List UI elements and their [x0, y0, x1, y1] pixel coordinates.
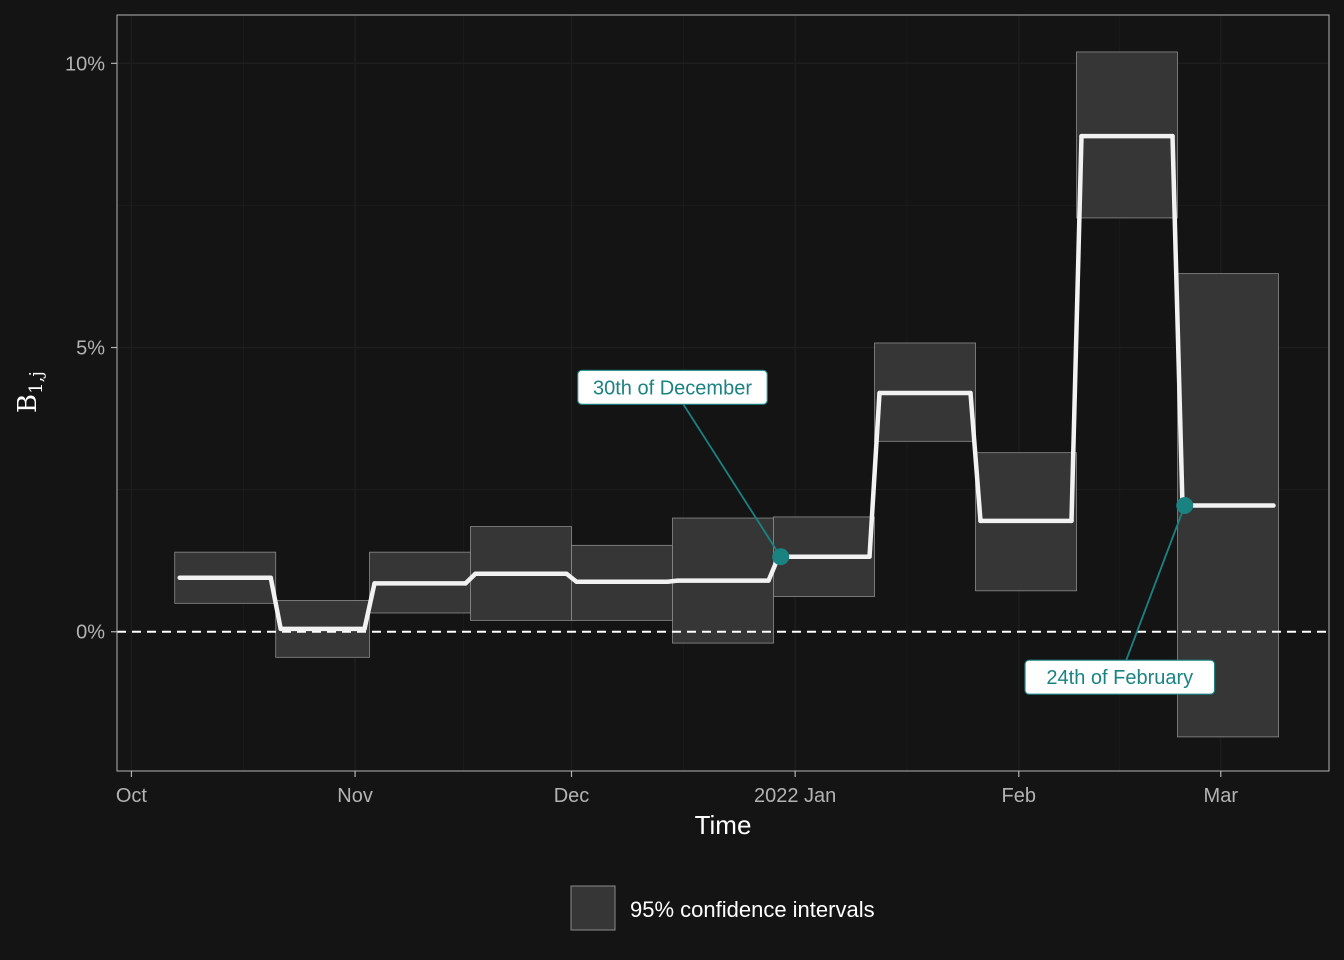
x-tick-label: 2022 Jan [754, 785, 836, 807]
estimate-step-8 [968, 390, 983, 524]
x-tick-label: Mar [1204, 785, 1239, 807]
annotation-connector-2 [1118, 505, 1186, 678]
annotation-connector-1 [671, 386, 782, 558]
annotation-label-box-1 [577, 369, 768, 405]
estimate-step-3 [463, 571, 478, 586]
legend-label: 95% confidence intervals [630, 897, 875, 922]
annotation-label-box-2 [1024, 659, 1216, 695]
estimate-step-9 [1069, 133, 1084, 524]
y-axis-title-sub: 1,j [26, 371, 47, 394]
estimate-step-10 [1170, 133, 1185, 508]
annotation-point-1 [772, 548, 790, 566]
estimate-step-7 [867, 390, 882, 559]
y-tick-label: 0% [76, 622, 105, 644]
estimate-lines [177, 133, 1276, 632]
legend: 95% confidence intervals [570, 885, 875, 931]
estimate-step-1 [268, 575, 283, 632]
legend-key [570, 885, 616, 931]
y-tick-label: 10% [65, 53, 105, 75]
panel-border [116, 14, 1330, 772]
annotation-label-1: 30th of December [593, 377, 752, 399]
y-axis-title-main: B [13, 394, 43, 413]
annotations: 30th of December 24th of February [577, 369, 1216, 695]
estimate-step-2 [362, 581, 377, 632]
x-tick-label: Nov [337, 785, 373, 807]
x-tick-label: Feb [1002, 785, 1036, 807]
y-tick-label: 5% [76, 338, 105, 360]
x-axis-title: Time [695, 810, 752, 840]
x-tick-label: Dec [554, 785, 590, 807]
x-tick-label: Oct [116, 785, 148, 807]
annotation-label-2: 24th of February [1046, 667, 1193, 689]
annotation-point-2 [1176, 497, 1194, 515]
y-axis-title: B1,j [13, 371, 47, 413]
axes: 0% 5% 10% Oct Nov Dec 2022 Jan Feb Mar [65, 53, 1238, 807]
y-axis-title-text: B1,j [13, 371, 47, 413]
